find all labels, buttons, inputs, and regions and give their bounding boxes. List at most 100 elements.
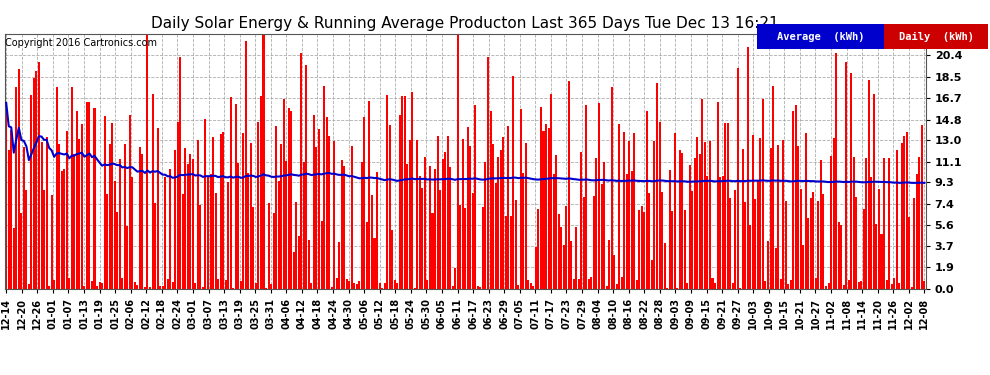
Bar [884,24,988,49]
Bar [774,248,776,289]
Bar [578,279,580,289]
Bar [53,280,55,289]
Bar [779,279,782,289]
Bar [154,203,156,289]
Bar [626,174,628,289]
Bar [583,197,585,289]
Bar [272,213,274,289]
Bar [295,202,297,289]
Bar [681,153,683,289]
Bar [300,53,302,289]
Bar [280,144,282,289]
Bar [727,123,729,289]
Bar [13,228,15,289]
Bar [618,124,620,289]
Bar [381,288,383,289]
Bar [177,122,179,289]
Bar [298,236,300,289]
Bar [361,162,363,289]
Bar [896,150,898,289]
Bar [333,141,336,289]
Bar [523,174,525,289]
Bar [73,154,75,289]
Bar [111,123,113,289]
Bar [838,222,840,289]
Bar [207,177,209,289]
Bar [517,285,520,289]
Bar [857,282,859,289]
Bar [792,111,794,289]
Bar [744,202,746,289]
Bar [833,138,835,289]
Bar [182,195,184,289]
Bar [26,190,28,289]
Bar [129,115,131,289]
Bar [371,195,373,289]
Bar [860,282,862,289]
Bar [210,174,212,289]
Bar [479,287,481,289]
Bar [445,153,446,289]
Bar [629,141,631,289]
Bar [406,164,408,289]
Bar [880,234,882,289]
Bar [893,278,895,289]
Bar [691,191,693,289]
Bar [855,197,857,289]
Bar [663,243,665,289]
Bar [472,194,474,289]
Bar [704,142,706,289]
Bar [305,64,307,289]
Text: Average  (kWh): Average (kWh) [777,32,864,42]
Bar [194,283,196,289]
Bar [836,53,838,289]
Bar [515,200,517,289]
Bar [719,177,721,289]
Bar [830,156,832,289]
Bar [437,136,439,289]
Bar [434,169,436,289]
Bar [81,124,83,289]
Bar [440,190,442,289]
Bar [606,286,608,289]
Bar [449,166,451,289]
Text: Copyright 2016 Cartronics.com: Copyright 2016 Cartronics.com [5,38,157,48]
Bar [396,284,398,289]
Bar [805,133,807,289]
Bar [255,282,257,289]
Bar [474,105,476,289]
Bar [916,174,918,289]
Bar [161,286,163,289]
Bar [328,136,330,289]
Bar [389,125,391,289]
Bar [557,214,559,289]
Bar [265,288,267,289]
Bar [144,288,146,289]
Bar [88,102,90,289]
Bar [847,280,849,289]
Bar [249,143,251,289]
Bar [477,286,479,289]
Bar [323,86,325,289]
Bar [863,209,865,289]
Bar [245,41,247,289]
Bar [585,105,587,289]
Bar [114,181,116,289]
Bar [134,282,136,289]
Bar [99,282,101,289]
Bar [671,211,673,289]
Bar [63,169,65,289]
Bar [464,208,466,289]
Bar [394,279,396,289]
Bar [363,117,365,289]
Bar [492,144,494,289]
Bar [96,286,98,289]
Bar [164,177,166,289]
Bar [797,146,799,289]
Bar [742,149,743,289]
Bar [550,94,552,289]
Bar [230,97,232,289]
Bar [730,198,732,289]
Bar [820,160,822,289]
Bar [311,283,313,289]
